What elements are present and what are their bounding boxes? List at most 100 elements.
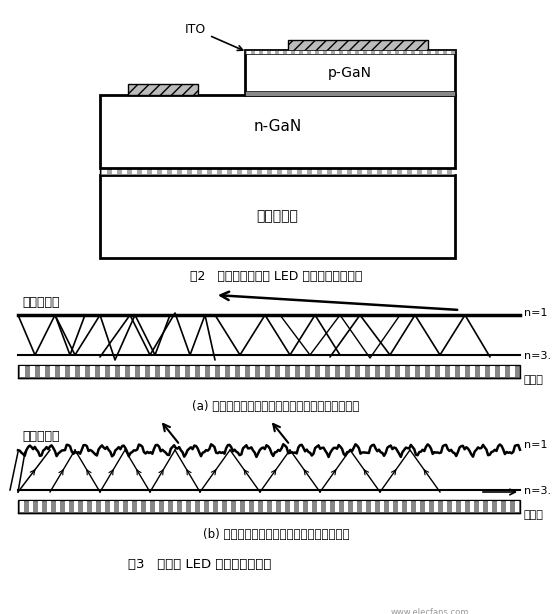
Bar (50, 366, 55, 377)
Bar (400, 366, 405, 377)
Bar (310, 366, 315, 377)
Bar (322, 169, 327, 174)
Bar (510, 366, 515, 377)
Bar (130, 366, 135, 377)
Bar (140, 366, 145, 377)
Bar (242, 169, 247, 174)
Bar (182, 169, 187, 174)
Text: (b) 经过粗糙的表面导致光散射增加出光效率: (b) 经过粗糙的表面导致光散射增加出光效率 (203, 528, 349, 541)
Bar (288, 40, 428, 51)
Bar (470, 501, 474, 512)
Bar (132, 169, 137, 174)
Bar (371, 501, 375, 512)
Bar (100, 366, 105, 377)
Bar (146, 501, 150, 512)
Bar (461, 501, 465, 512)
Bar (155, 501, 159, 512)
Bar (80, 366, 85, 377)
Bar (497, 501, 501, 512)
Bar (500, 366, 505, 377)
Bar (290, 501, 294, 512)
Bar (122, 169, 127, 174)
Bar (200, 366, 205, 377)
Bar (240, 366, 245, 377)
Bar (340, 366, 345, 377)
Bar (252, 169, 257, 174)
Bar (18, 365, 520, 378)
Bar (383, 50, 387, 53)
Bar (287, 50, 291, 53)
Bar (488, 501, 492, 512)
Bar (299, 501, 303, 512)
Bar (182, 501, 186, 512)
Bar (480, 366, 485, 377)
Text: n=3.5: n=3.5 (524, 486, 552, 496)
Bar (327, 50, 331, 53)
Text: n=1: n=1 (524, 308, 548, 318)
Bar (434, 501, 438, 512)
Bar (230, 366, 235, 377)
Bar (20, 366, 25, 377)
Bar (367, 50, 371, 53)
Bar (65, 501, 69, 512)
Text: n-GaN: n-GaN (253, 119, 301, 134)
Bar (101, 501, 105, 512)
Bar (392, 169, 397, 174)
Bar (479, 501, 483, 512)
Bar (202, 169, 207, 174)
Bar (18, 500, 520, 513)
Bar (506, 501, 510, 512)
Bar (60, 366, 65, 377)
Bar (343, 50, 347, 53)
Bar (399, 50, 403, 53)
Bar (390, 366, 395, 377)
Bar (56, 501, 60, 512)
Bar (209, 501, 213, 512)
Bar (450, 366, 455, 377)
Bar (447, 50, 451, 53)
Bar (74, 501, 78, 512)
Bar (83, 501, 87, 512)
Bar (227, 501, 231, 512)
Bar (150, 366, 155, 377)
Bar (120, 366, 125, 377)
Bar (232, 169, 237, 174)
Bar (452, 169, 457, 174)
Bar (326, 501, 330, 512)
Bar (271, 50, 275, 53)
Bar (300, 366, 305, 377)
Bar (362, 501, 366, 512)
Bar (335, 501, 339, 512)
Bar (263, 50, 267, 53)
Bar (100, 175, 455, 258)
Text: (a) 平滑的表面的光由于多次全反射无法由平面逸出: (a) 平滑的表面的光由于多次全反射无法由平面逸出 (193, 400, 359, 413)
Bar (407, 50, 411, 53)
Bar (389, 501, 393, 512)
Bar (415, 50, 419, 53)
Bar (292, 169, 297, 174)
Bar (173, 501, 177, 512)
Bar (200, 501, 204, 512)
Bar (280, 366, 285, 377)
Bar (422, 169, 427, 174)
Bar (102, 169, 107, 174)
Text: 反射面: 反射面 (524, 375, 544, 385)
Bar (412, 169, 417, 174)
Bar (100, 168, 455, 175)
Bar (423, 50, 427, 53)
Bar (119, 501, 123, 512)
Bar (319, 50, 323, 53)
Bar (212, 169, 217, 174)
Text: 图3   光线在 LED 芯片内部的传输: 图3 光线在 LED 芯片内部的传输 (128, 558, 272, 571)
Bar (332, 169, 337, 174)
Bar (360, 366, 365, 377)
Text: 蓝宝石基底: 蓝宝石基底 (257, 209, 299, 223)
Bar (40, 366, 45, 377)
Bar (47, 501, 51, 512)
Bar (172, 169, 177, 174)
Bar (281, 501, 285, 512)
Bar (38, 501, 42, 512)
Bar (515, 501, 519, 512)
Bar (311, 50, 315, 53)
Bar (460, 366, 465, 377)
